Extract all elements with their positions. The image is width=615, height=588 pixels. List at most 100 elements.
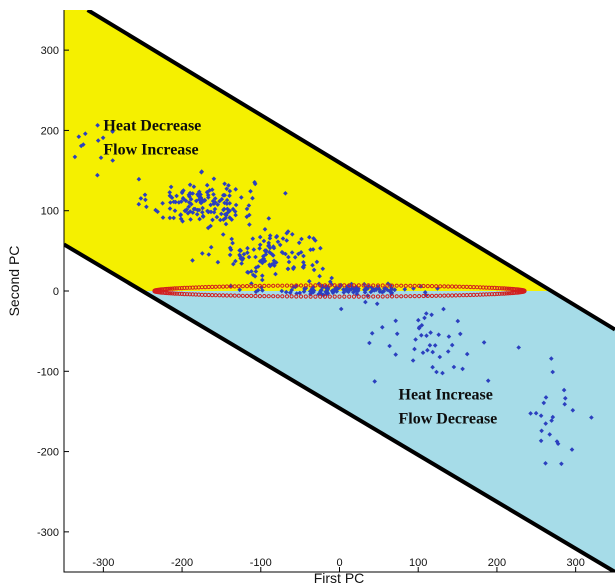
data-point [445, 349, 451, 354]
data-point [284, 230, 289, 236]
data-point [464, 351, 470, 357]
ellipse-marker [244, 293, 250, 298]
data-point [228, 283, 234, 288]
data-point [100, 135, 106, 141]
data-point [224, 186, 229, 192]
ellipse-marker [271, 294, 276, 299]
threshold-ellipse [152, 283, 527, 299]
data-point [248, 189, 253, 194]
data-point [372, 287, 378, 292]
ellipse-marker [425, 293, 430, 298]
data-point [262, 248, 268, 253]
ellipse-marker [289, 294, 294, 299]
data-point [541, 400, 547, 406]
data-point [244, 206, 250, 212]
data-point [263, 252, 269, 257]
data-point [419, 323, 425, 328]
ellipse-marker [351, 294, 357, 299]
ellipse-marker [166, 291, 171, 296]
ellipse-marker [313, 283, 318, 288]
data-point [205, 192, 211, 198]
ellipse-marker [412, 283, 417, 288]
ellipse-marker [504, 291, 509, 296]
ellipse-marker [217, 293, 222, 298]
data-point [274, 234, 279, 240]
data-point [168, 184, 174, 190]
y-tick-label: 300 [41, 45, 59, 57]
data-point [249, 269, 254, 274]
ellipse-marker [262, 283, 267, 288]
data-point [299, 236, 304, 242]
data-point [362, 287, 367, 293]
ellipse-marker [461, 284, 466, 289]
data-point [215, 259, 221, 265]
data-point [241, 251, 247, 257]
data-point [324, 291, 330, 297]
ellipse-marker [522, 289, 527, 294]
data-point [330, 288, 335, 293]
data-point [178, 216, 184, 222]
data-point [429, 312, 434, 318]
data-point [393, 318, 398, 324]
ellipse-marker [434, 293, 439, 298]
data-point [393, 352, 398, 357]
data-point [296, 251, 301, 257]
ellipse-marker [506, 291, 511, 296]
data-point [211, 192, 216, 197]
ellipse-marker [228, 284, 233, 289]
data-point [217, 198, 222, 204]
data-point [187, 190, 193, 196]
ellipse-marker [284, 283, 290, 288]
data-point [197, 189, 202, 195]
ellipse-marker [408, 294, 413, 299]
data-point [200, 251, 205, 256]
ellipse-marker [495, 286, 500, 291]
data-point [197, 216, 202, 222]
data-point [239, 195, 244, 200]
ellipse-marker [438, 293, 443, 298]
data-point [284, 238, 289, 243]
data-point [538, 438, 544, 444]
data-point [227, 193, 232, 198]
data-point [292, 255, 298, 260]
ellipse-marker [450, 293, 455, 298]
ellipse-marker [168, 291, 173, 296]
data-point [346, 289, 351, 295]
data-point [237, 287, 242, 293]
ellipse-marker [399, 283, 404, 288]
data-point [181, 188, 186, 193]
ellipse-marker [502, 286, 507, 291]
data-point [95, 172, 100, 178]
data-point [252, 181, 258, 187]
ellipse-marker [284, 294, 290, 299]
data-point [563, 396, 568, 401]
ellipse-marker [294, 294, 299, 299]
ellipse-marker [172, 286, 177, 291]
ellipse-marker [371, 283, 376, 288]
data-point [168, 200, 173, 205]
data-point [174, 193, 179, 199]
data-point [555, 441, 561, 446]
data-point [307, 279, 312, 284]
data-point [424, 333, 429, 338]
ellipse-marker [453, 284, 458, 289]
data-point [354, 286, 360, 292]
data-point [289, 250, 295, 255]
data-point [220, 232, 226, 237]
data-point [95, 138, 101, 143]
data-point [269, 262, 275, 267]
ellipse-marker [221, 293, 226, 298]
data-point [208, 209, 214, 215]
ellipse-marker [450, 284, 455, 289]
ellipse-marker [164, 290, 169, 296]
data-point [227, 252, 233, 258]
data-point [538, 413, 544, 418]
ellipse-marker [257, 283, 262, 288]
data-point [301, 289, 307, 294]
data-point [428, 330, 433, 335]
ellipse-marker [351, 283, 357, 288]
ellipse-marker [308, 283, 313, 288]
ellipse-marker [275, 294, 280, 299]
data-point [369, 285, 374, 290]
data-point [207, 188, 212, 193]
